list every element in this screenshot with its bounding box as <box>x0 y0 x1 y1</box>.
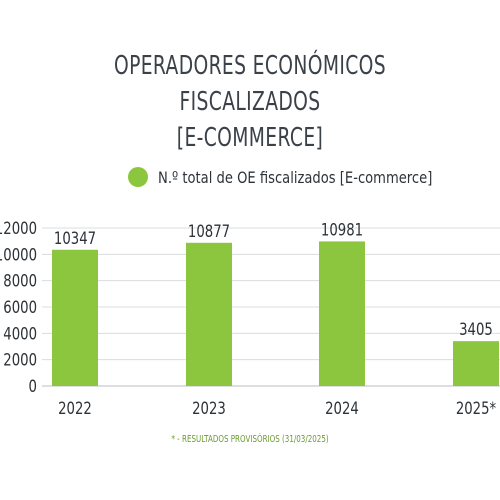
footnote: * - RESULTADOS PROVISÓRIOS (31/03/2025) <box>171 434 329 445</box>
y-tick-label: 10000 <box>0 245 37 265</box>
chart-title: OPERADORES ECONÓMICOS FISCALIZADOS [E-CO… <box>70 48 430 156</box>
bar <box>319 241 365 386</box>
y-tick-label: 6000 <box>3 297 37 317</box>
data-label: 10877 <box>188 221 230 241</box>
chart-title-line2: [E-COMMERCE] <box>176 123 324 153</box>
x-tick-label: 2022 <box>58 398 92 418</box>
x-tick-label: 2025* <box>456 398 497 418</box>
x-tick-label: 2024 <box>325 398 359 418</box>
y-tick-label: 4000 <box>3 324 37 344</box>
chart-legend: N.º total de OE fiscalizados [E-commerce… <box>128 166 493 188</box>
bar <box>453 341 499 386</box>
x-tick-label: 2023 <box>192 398 226 418</box>
chart-title-line1: OPERADORES ECONÓMICOS FISCALIZADOS <box>113 51 387 117</box>
legend-swatch <box>128 167 148 187</box>
bar <box>186 242 232 386</box>
bar <box>52 249 98 386</box>
data-label: 3405 <box>459 320 493 340</box>
data-label: 10981 <box>321 220 363 240</box>
y-tick-label: 0 <box>29 376 37 396</box>
y-tick-label: 8000 <box>3 271 37 291</box>
y-tick-label: 2000 <box>3 350 37 370</box>
data-label: 10347 <box>54 228 96 248</box>
legend-label: N.º total de OE fiscalizados [E-commerce… <box>158 167 433 187</box>
y-tick-label: 12000 <box>0 218 37 238</box>
